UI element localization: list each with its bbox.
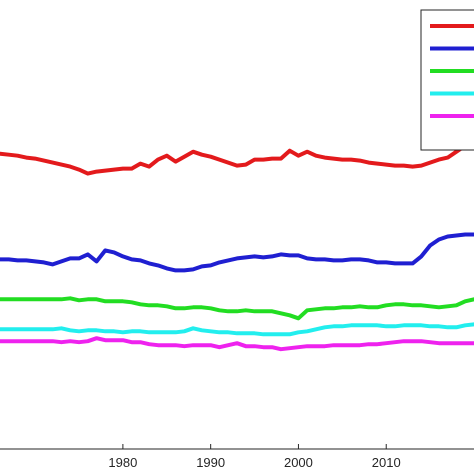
series-line-3 [0,296,474,321]
x-tick-label: 1980 [108,455,137,470]
series-line-5 [0,336,474,352]
x-axis-ticks: 1980 1990 2000 2010 [108,444,401,470]
legend-box [420,9,474,151]
legend [420,9,474,151]
series-line-4 [0,322,474,337]
x-tick-label: 2010 [372,455,401,470]
series-line-1 [0,137,474,176]
series-line-2 [0,232,474,273]
x-tick-label: 2000 [284,455,313,470]
x-tick-label: 1990 [196,455,225,470]
series-layer [0,137,474,352]
